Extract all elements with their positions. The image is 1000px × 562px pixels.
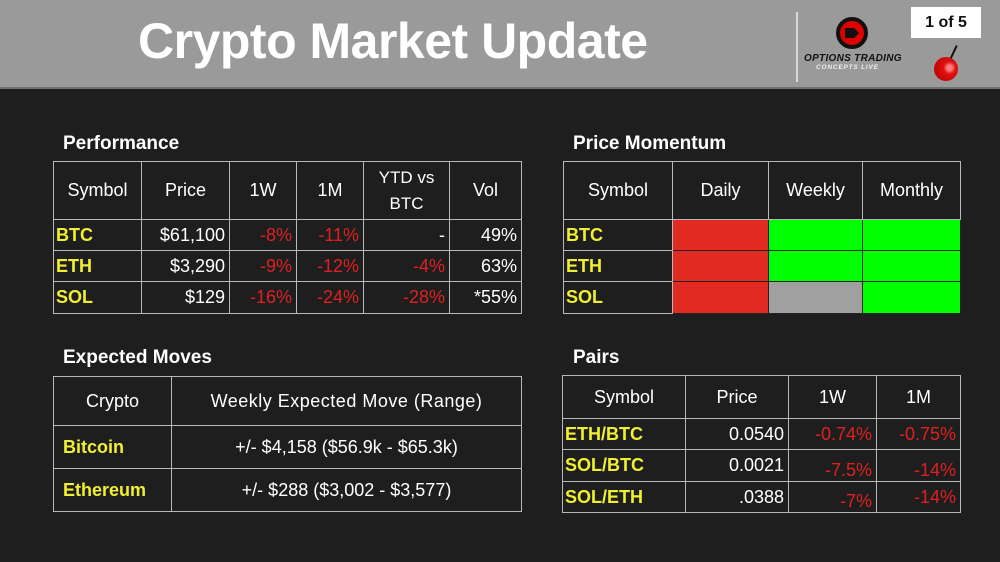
- column-header: YTD vs BTC: [363, 161, 450, 220]
- 1w-cell: -0.74%: [788, 418, 877, 450]
- weekly-status-green: [768, 219, 863, 251]
- pairs-title: Pairs: [573, 347, 620, 368]
- crypto-cell: Ethereum: [53, 468, 172, 512]
- 1m-cell: -11%: [296, 219, 364, 251]
- symbol-cell: BTC: [53, 219, 142, 251]
- page-indicator: 1 of 5: [911, 7, 981, 38]
- ytd-cell: -4%: [363, 250, 450, 282]
- expected-moves-title: Expected Moves: [63, 347, 212, 368]
- 1w-cell: -7%: [788, 481, 877, 513]
- pairs-table: Symbol Price 1W 1M ETH/BTC 0.0540 -0.74%…: [562, 375, 961, 513]
- vol-cell: 49%: [449, 219, 522, 251]
- monthly-status-green: [862, 281, 961, 314]
- logo-text-primary: OPTIONS TRADING: [804, 53, 902, 64]
- column-header: Daily: [672, 161, 769, 220]
- 1m-cell: -0.75%: [876, 418, 961, 450]
- column-header: 1W: [788, 375, 877, 419]
- 1w-cell: -16%: [229, 281, 297, 314]
- symbol-cell: ETH: [53, 250, 142, 282]
- page-title: Crypto Market Update: [138, 13, 648, 69]
- monthly-status-green: [862, 219, 961, 251]
- vol-cell: 63%: [449, 250, 522, 282]
- daily-status-red: [672, 250, 769, 282]
- table-row: SOL: [563, 281, 961, 314]
- 1m-cell: -12%: [296, 250, 364, 282]
- table-row: SOL $129 -16% -24% -28% *55%: [53, 281, 522, 314]
- table-header-row: Crypto Weekly Expected Move (Range): [53, 376, 522, 426]
- 1w-cell: -9%: [229, 250, 297, 282]
- price-cell: .0388: [685, 481, 789, 513]
- column-header: 1M: [876, 375, 961, 419]
- crypto-cell: Bitcoin: [53, 425, 172, 469]
- table-header-row: Symbol Daily Weekly Monthly: [563, 161, 961, 220]
- price-cell: $129: [141, 281, 230, 314]
- move-cell: +/- $288 ($3,002 - $3,577): [171, 468, 522, 512]
- symbol-cell: BTC: [563, 219, 673, 251]
- daily-status-red: [672, 281, 769, 314]
- column-header: Weekly: [768, 161, 863, 220]
- 1m-cell: -24%: [296, 281, 364, 314]
- column-header: Crypto: [53, 376, 172, 426]
- move-cell: +/- $4,158 ($56.9k - $65.3k): [171, 425, 522, 469]
- table-row: BTC: [563, 219, 961, 251]
- symbol-cell: SOL: [563, 281, 673, 314]
- table-header-row: Symbol Price 1W 1M: [562, 375, 961, 419]
- table-row: ETH/BTC 0.0540 -0.74% -0.75%: [562, 418, 961, 450]
- column-header: Symbol: [562, 375, 686, 419]
- column-header: Symbol: [563, 161, 673, 220]
- ytd-cell: -28%: [363, 281, 450, 314]
- symbol-cell: ETH/BTC: [562, 418, 686, 450]
- performance-table: Symbol Price 1W 1M YTD vs BTC Vol BTC $6…: [53, 161, 522, 314]
- column-header: Weekly Expected Move (Range): [171, 376, 522, 426]
- symbol-cell: SOL/BTC: [562, 449, 686, 482]
- monthly-status-green: [862, 250, 961, 282]
- column-header: 1W: [229, 161, 297, 220]
- performance-title: Performance: [63, 133, 180, 154]
- table-row: SOL/ETH .0388 -7% -14%: [562, 481, 961, 513]
- price-cell: $3,290: [141, 250, 230, 282]
- table-row: Ethereum +/- $288 ($3,002 - $3,577): [53, 468, 522, 512]
- 1w-cell: -8%: [229, 219, 297, 251]
- symbol-cell: ETH: [563, 250, 673, 282]
- momentum-table: Symbol Daily Weekly Monthly BTC ETH SOL: [563, 161, 961, 314]
- table-row: SOL/BTC 0.0021 -7.5% -14%: [562, 449, 961, 482]
- daily-status-red: [672, 219, 769, 251]
- divider: [796, 12, 798, 82]
- symbol-cell: SOL: [53, 281, 142, 314]
- vol-cell: *55%: [449, 281, 522, 314]
- weekly-status-gray: [768, 281, 863, 314]
- expected-moves-table: Crypto Weekly Expected Move (Range) Bitc…: [53, 376, 522, 512]
- header-bar: Crypto Market Update OPTIONS TRADING CON…: [0, 0, 1000, 89]
- momentum-title: Price Momentum: [573, 133, 727, 154]
- table-row: Bitcoin +/- $4,158 ($56.9k - $65.3k): [53, 425, 522, 469]
- column-header: Price: [141, 161, 230, 220]
- 1w-cell: -7.5%: [788, 449, 877, 482]
- column-header: Monthly: [862, 161, 961, 220]
- price-cell: 0.0021: [685, 449, 789, 482]
- table-row: BTC $61,100 -8% -11% - 49%: [53, 219, 522, 251]
- column-header: Symbol: [53, 161, 142, 220]
- logo-text-secondary: CONCEPTS LIVE: [816, 64, 879, 71]
- column-header: Vol: [449, 161, 522, 220]
- weekly-status-green: [768, 250, 863, 282]
- symbol-cell: SOL/ETH: [562, 481, 686, 513]
- price-cell: 0.0540: [685, 418, 789, 450]
- table-header-row: Symbol Price 1W 1M YTD vs BTC Vol: [53, 161, 522, 220]
- column-header: 1M: [296, 161, 364, 220]
- ytd-cell: -: [363, 219, 450, 251]
- 1m-cell: -14%: [876, 449, 961, 482]
- price-cell: $61,100: [141, 219, 230, 251]
- table-row: ETH: [563, 250, 961, 282]
- cherry-icon: [934, 57, 958, 81]
- table-row: ETH $3,290 -9% -12% -4% 63%: [53, 250, 522, 282]
- 1m-cell: -14%: [876, 481, 961, 513]
- logo-play-icon: [836, 17, 868, 49]
- column-header: Price: [685, 375, 789, 419]
